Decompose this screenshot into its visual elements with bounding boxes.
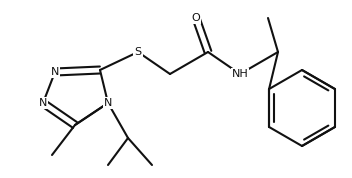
Text: N: N xyxy=(51,67,59,77)
Text: NH: NH xyxy=(232,69,249,79)
Text: N: N xyxy=(39,98,47,108)
Text: O: O xyxy=(191,13,200,23)
Text: N: N xyxy=(104,98,112,108)
Text: S: S xyxy=(134,47,142,57)
